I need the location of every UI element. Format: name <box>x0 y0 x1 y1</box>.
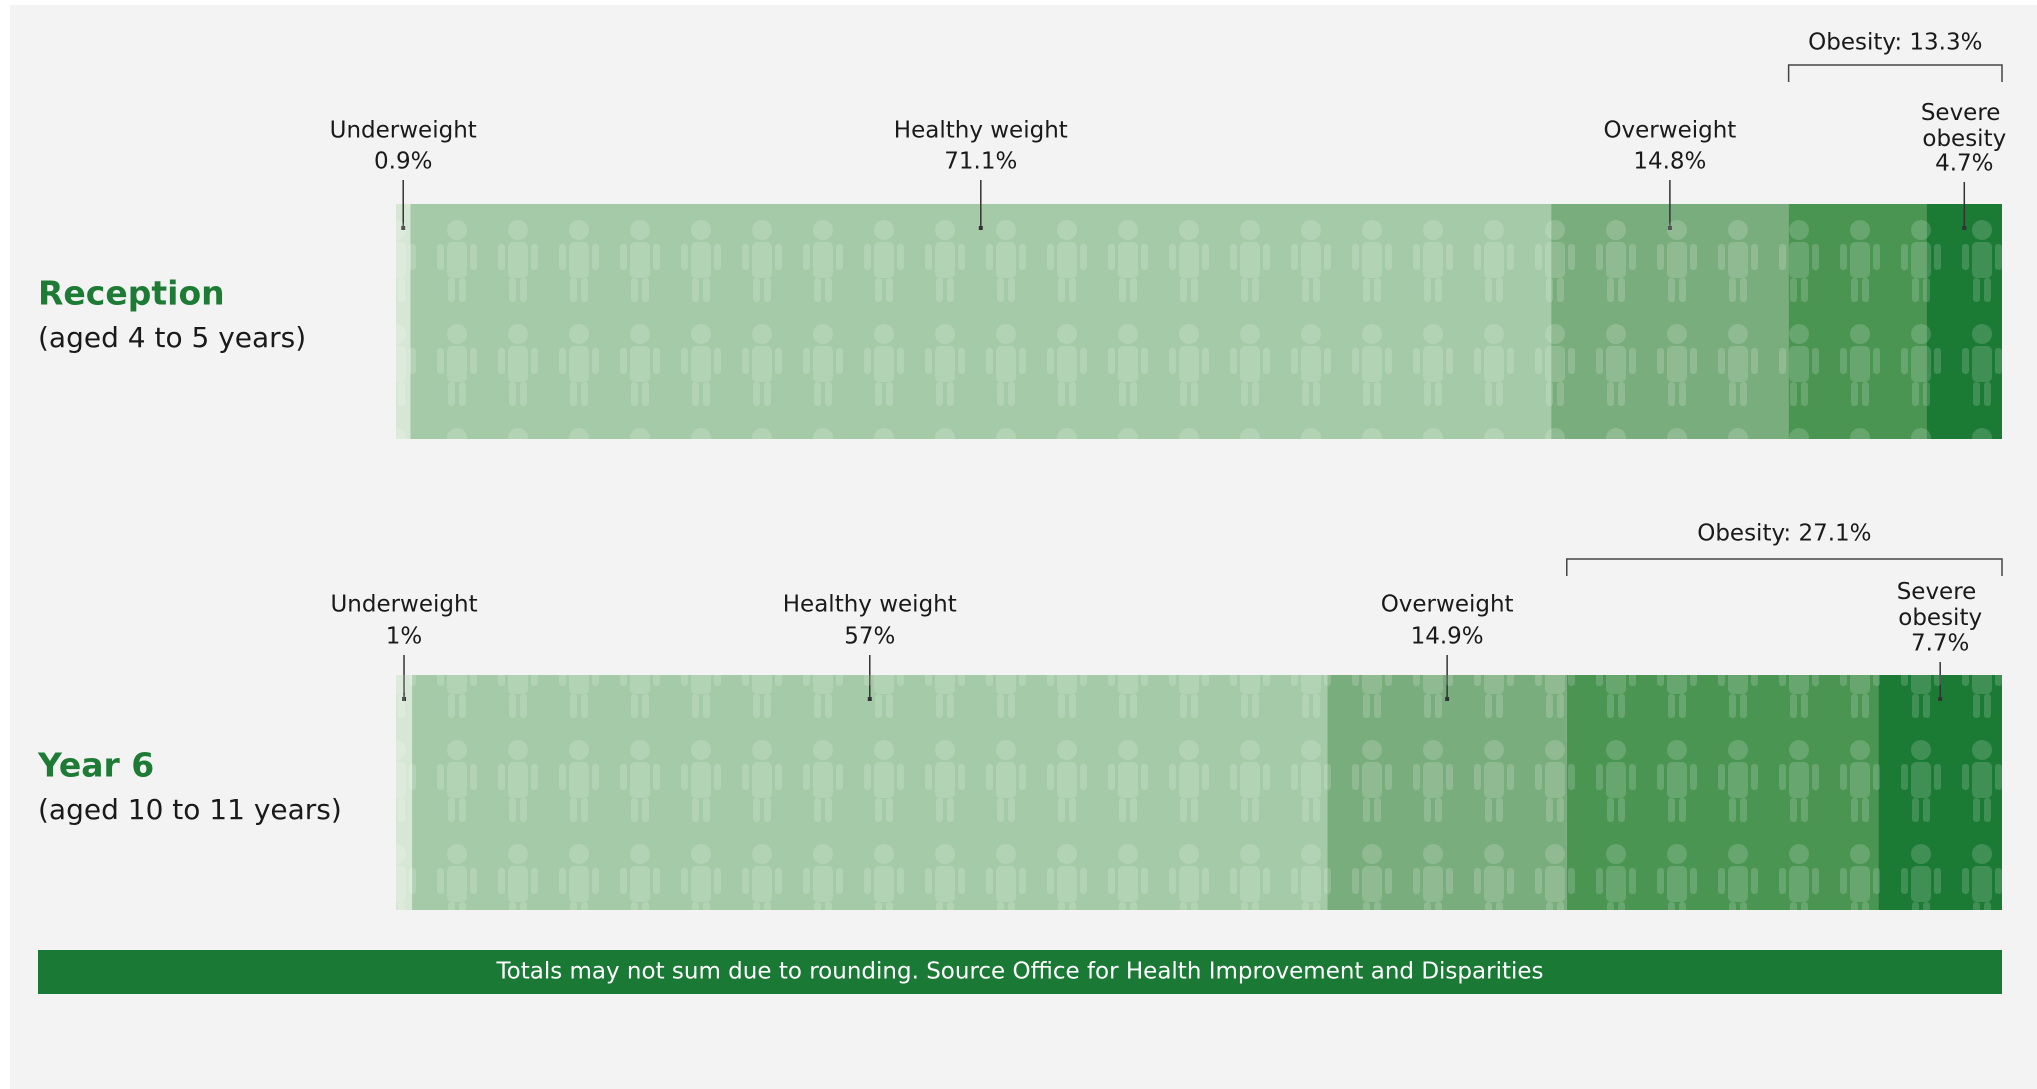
segment-label: Underweight <box>330 118 477 144</box>
value-label: 14.9% <box>1411 624 1484 650</box>
segment-label: Overweight <box>1381 592 1514 618</box>
icon-pattern <box>396 675 2002 910</box>
segment-label: Underweight <box>330 592 477 618</box>
background <box>10 5 2037 1089</box>
value-label: 71.1% <box>944 149 1017 175</box>
obesity-bracket <box>1566 558 2003 576</box>
icon-pattern <box>396 204 2002 439</box>
segment-label: Severe obesity <box>1921 100 2008 152</box>
value-label: 7.7% <box>1911 631 1969 657</box>
bracket-label: Obesity: 13.3% <box>1808 30 1982 56</box>
value-label: 57% <box>844 624 895 650</box>
group-subtitle: (aged 4 to 5 years) <box>38 321 306 354</box>
segment-label: Overweight <box>1603 118 1736 144</box>
value-label: 0.9% <box>374 149 432 175</box>
group-title: Reception <box>38 274 225 313</box>
footer-note: Totals may not sum due to rounding. Sour… <box>496 959 1544 985</box>
footer-bar <box>38 950 2002 994</box>
segment-label: Severe obesity <box>1897 579 1984 631</box>
value-label: 4.7% <box>1935 151 1993 177</box>
obesity-bracket <box>1787 64 2003 82</box>
segment-label: Healthy weight <box>783 592 957 618</box>
value-label: 14.8% <box>1633 149 1706 175</box>
bracket-label: Obesity: 27.1% <box>1697 521 1871 547</box>
group-subtitle: (aged 10 to 11 years) <box>38 793 342 826</box>
group-title: Year 6 <box>37 746 154 785</box>
value-label: 1% <box>386 624 423 650</box>
segment-label: Healthy weight <box>894 118 1068 144</box>
